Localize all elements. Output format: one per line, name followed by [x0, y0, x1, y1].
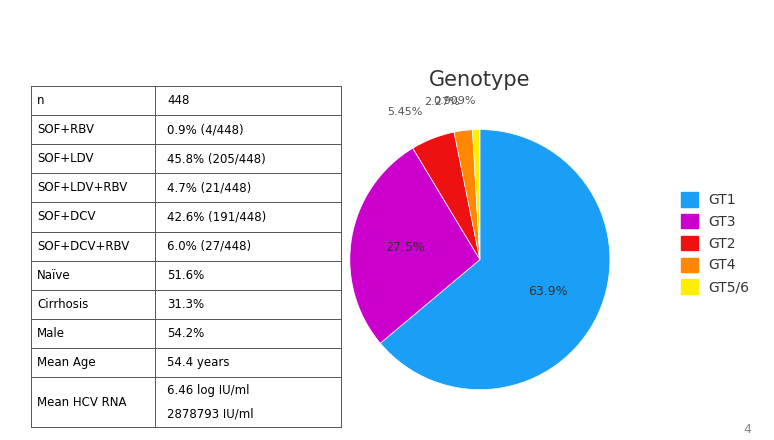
Text: 5.45%: 5.45% — [387, 107, 423, 117]
Wedge shape — [413, 132, 480, 260]
Text: SOF+DCV+RBV: SOF+DCV+RBV — [37, 240, 129, 253]
Text: 63.9%: 63.9% — [529, 285, 568, 298]
Text: SOF+RBV: SOF+RBV — [37, 123, 94, 136]
Text: 2.27%: 2.27% — [424, 97, 460, 107]
Wedge shape — [380, 129, 610, 390]
Wedge shape — [454, 130, 480, 260]
Text: Naïve: Naïve — [37, 269, 70, 282]
Wedge shape — [472, 129, 480, 260]
Text: SOF+LDV: SOF+LDV — [37, 152, 94, 165]
Text: Baseline Characteristics: Baseline Characteristics — [197, 25, 577, 52]
Text: 0.9% (4/448): 0.9% (4/448) — [167, 123, 244, 136]
Text: 42.6% (191/448): 42.6% (191/448) — [167, 210, 266, 224]
Text: 2878793 IU/ml: 2878793 IU/ml — [167, 407, 254, 420]
Wedge shape — [350, 148, 480, 343]
Text: 6.46 log IU/ml: 6.46 log IU/ml — [167, 384, 250, 396]
Text: 6.0% (27/448): 6.0% (27/448) — [167, 240, 252, 253]
Text: 448: 448 — [167, 94, 190, 107]
Legend: GT1, GT3, GT2, GT4, GT5/6: GT1, GT3, GT2, GT4, GT5/6 — [676, 187, 755, 300]
Text: SOF+DCV: SOF+DCV — [37, 210, 96, 224]
Text: Cirrhosis: Cirrhosis — [37, 298, 88, 311]
Title: Genotype: Genotype — [429, 70, 531, 90]
Text: 51.6%: 51.6% — [167, 269, 204, 282]
Text: Mean HCV RNA: Mean HCV RNA — [37, 396, 127, 408]
Text: 0.909%: 0.909% — [433, 96, 475, 106]
Text: n: n — [37, 94, 45, 107]
Text: 31.3%: 31.3% — [167, 298, 204, 311]
Text: 45.8% (205/448): 45.8% (205/448) — [167, 152, 266, 165]
Text: Mean Age: Mean Age — [37, 356, 96, 369]
Text: 4.7% (21/448): 4.7% (21/448) — [167, 181, 252, 194]
Text: 54.4 years: 54.4 years — [167, 356, 230, 369]
Text: Male: Male — [37, 327, 65, 340]
Text: 27.5%: 27.5% — [385, 241, 426, 254]
Text: 54.2%: 54.2% — [167, 327, 204, 340]
Text: SOF+LDV+RBV: SOF+LDV+RBV — [37, 181, 128, 194]
Text: 4: 4 — [743, 422, 751, 436]
